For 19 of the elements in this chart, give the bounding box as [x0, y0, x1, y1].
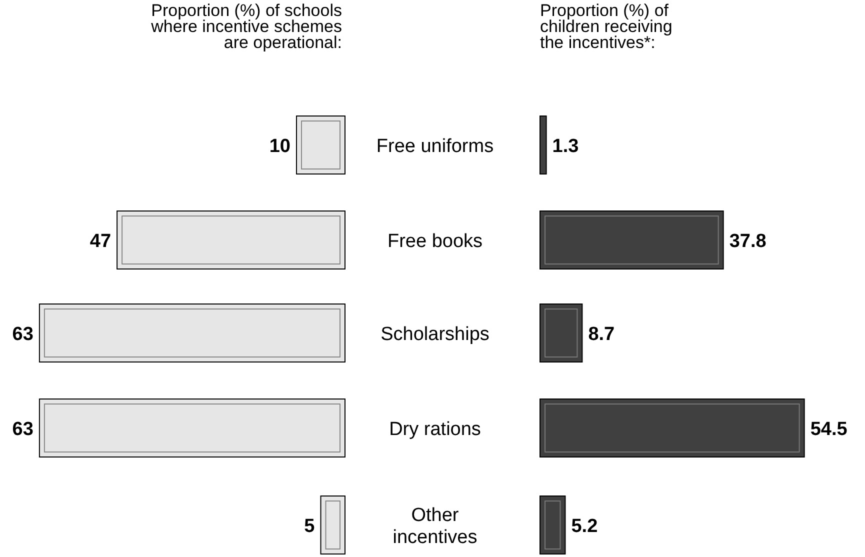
y-tick-label: Scholarships	[380, 324, 490, 345]
data-label: 5.2	[571, 516, 598, 537]
data-label: 8.7	[588, 324, 615, 345]
data-label: 37.8	[729, 231, 766, 252]
data-label: 63	[12, 324, 34, 345]
y-tick-label: Free books	[387, 231, 483, 252]
data-label: 1.3	[552, 136, 579, 157]
data-label: 5	[304, 516, 316, 537]
y-tick-label: Free uniforms	[376, 136, 494, 157]
data-label: 63	[12, 419, 34, 440]
data-label: 47	[90, 231, 112, 252]
data-label: 54.5	[810, 419, 848, 440]
bar	[540, 116, 547, 174]
y-tick-label: Dry rations	[389, 419, 481, 440]
chart-title: Proportion (%) of children receiving the incentives*:	[540, 1, 672, 52]
chart-title: Proportion (%) of schools where incentive schemes are operational:	[150, 1, 342, 52]
bar	[320, 496, 346, 554]
data-label: 10	[269, 136, 290, 157]
y-tick-label: Other incentives	[392, 505, 478, 548]
